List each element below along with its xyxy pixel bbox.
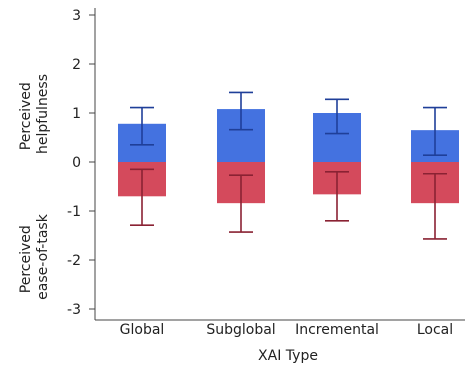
error-bar-helpfulness-subglobal <box>229 91 253 131</box>
x-tick-label: Global <box>120 322 165 338</box>
x-ticks: Global Subglobal Incremental Local <box>120 322 453 338</box>
error-bar-ease-of-task-subglobal <box>229 174 253 233</box>
error-bar-helpfulness-global <box>130 106 154 146</box>
y-tick-label: -1 <box>67 204 81 220</box>
y-tick-label: 0 <box>72 155 81 171</box>
x-tick-label: Incremental <box>295 322 379 338</box>
y-axis-title-top: Perceived helpfulness <box>18 74 51 154</box>
y-title-bottom-line1: Perceived <box>18 225 34 293</box>
y-tick-label: 2 <box>72 57 81 73</box>
bars <box>118 109 459 204</box>
y-tick-label: 1 <box>72 106 81 122</box>
error-bar-ease-of-task-global <box>130 168 154 227</box>
error-bar-ease-of-task-local <box>423 172 447 240</box>
x-tick-label: Local <box>417 322 453 338</box>
y-axis-title-bottom: Perceived ease-of-task <box>18 213 51 300</box>
error-bar-helpfulness-incremental <box>325 98 349 135</box>
x-tick-label: Subglobal <box>206 322 275 338</box>
error-bars <box>130 91 447 240</box>
y-ticks: 3 2 1 0 -1 -2 -3 <box>67 8 95 318</box>
x-axis-title: XAI Type <box>258 348 318 364</box>
error-bar-helpfulness-local <box>423 106 447 156</box>
y-tick-label: 3 <box>72 8 81 24</box>
y-title-top-line2: helpfulness <box>35 74 51 154</box>
y-tick-label: -3 <box>67 302 81 318</box>
y-title-top-line1: Perceived <box>18 82 34 150</box>
y-title-bottom-line2: ease-of-task <box>35 213 51 300</box>
y-tick-label: -2 <box>67 253 81 269</box>
error-bar-ease-of-task-incremental <box>325 171 349 222</box>
